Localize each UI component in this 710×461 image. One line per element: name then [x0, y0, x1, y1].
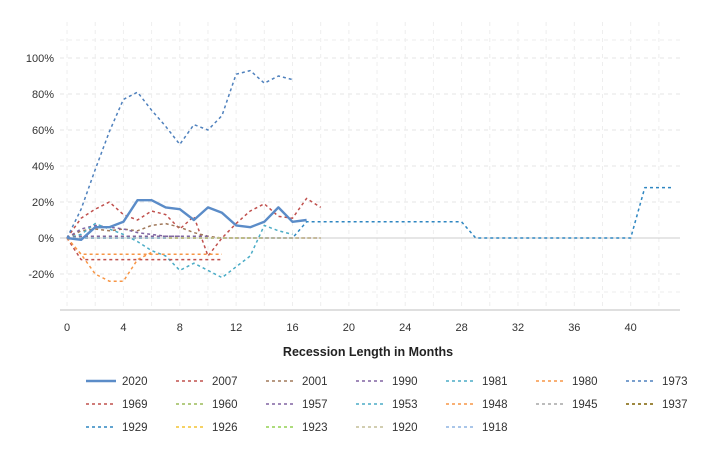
legend-item: 2001 [266, 376, 328, 388]
legend-item: 1953 [356, 399, 418, 411]
legend-label: 1960 [212, 399, 238, 411]
legend-label: 1926 [212, 422, 238, 434]
legend-label: 1923 [302, 422, 328, 434]
series-lines [66, 69, 673, 282]
legend-item: 1945 [536, 399, 598, 411]
x-tick-label: 32 [512, 322, 524, 334]
y-tick-label: 60% [32, 125, 54, 137]
series-line-1969 [66, 237, 222, 261]
legend-item: 1973 [626, 376, 688, 388]
legend-label: 1918 [482, 422, 508, 434]
legend-label: 1957 [302, 399, 328, 411]
x-tick-label: 16 [286, 322, 298, 334]
legend-label: 1990 [392, 376, 418, 388]
legend-label: 2007 [212, 376, 238, 388]
legend-item: 1980 [536, 376, 598, 388]
legend-label: 1969 [122, 399, 148, 411]
legend-label: 1929 [122, 422, 148, 434]
x-tick-label: 24 [399, 322, 411, 334]
x-tick-label: 12 [230, 322, 242, 334]
legend-item: 1920 [356, 422, 418, 434]
series-line-1948 [66, 237, 222, 255]
legend-label: 1973 [662, 376, 688, 388]
x-axis-title: Recession Length in Months [283, 345, 453, 359]
x-tick-label: 4 [120, 322, 126, 334]
legend-item: 1923 [266, 422, 328, 434]
legend-label: 1980 [572, 376, 598, 388]
legend-label: 1953 [392, 399, 418, 411]
legend-item: 1937 [626, 399, 688, 411]
legend-item: 1957 [266, 399, 328, 411]
y-tick-label: 40% [32, 161, 54, 173]
legend-item: 1948 [446, 399, 508, 411]
legend-label: 1920 [392, 422, 418, 434]
series-line-2007 [66, 197, 322, 257]
x-tick-label: 8 [177, 322, 183, 334]
axes: -20% 0% 20% 40% 60% 80% 100% 0 4 8 12 16 20 24 28 32 36 4… [26, 53, 680, 334]
x-tick-label: 40 [625, 322, 637, 334]
legend-item: 1926 [176, 422, 238, 434]
legend-label: 1948 [482, 399, 508, 411]
x-tick-label: 20 [343, 322, 355, 334]
legend-label: 2001 [302, 376, 328, 388]
legend-item: 2007 [176, 376, 238, 388]
legend: 2020 2007 2001 1990 1981 1980 1973 1969 1960 1957… [86, 376, 688, 434]
y-tick-label: 100% [26, 53, 54, 65]
legend-label: 2020 [122, 376, 148, 388]
series-line-1980 [66, 237, 152, 282]
y-tick-label: -20% [28, 269, 54, 281]
x-tick-label: 0 [64, 322, 70, 334]
legend-item: 1929 [86, 422, 148, 434]
x-tick-label: 36 [568, 322, 580, 334]
legend-item: 1990 [356, 376, 418, 388]
x-tick-label: 28 [455, 322, 467, 334]
y-tick-label: 80% [32, 89, 54, 101]
legend-label: 1937 [662, 399, 688, 411]
y-tick-label: 0% [38, 233, 54, 245]
legend-label: 1981 [482, 376, 508, 388]
legend-label: 1945 [572, 399, 598, 411]
series-line-1990 [66, 224, 180, 239]
legend-item: 1960 [176, 399, 238, 411]
grid [60, 22, 680, 310]
series-line-2020 [66, 198, 307, 242]
legend-item: 1918 [446, 422, 508, 434]
legend-item: 1969 [86, 399, 148, 411]
legend-item: 1981 [446, 376, 508, 388]
legend-item: 2020 [86, 376, 148, 388]
y-tick-label: 20% [32, 197, 54, 209]
series-line-1973 [66, 69, 293, 239]
series-line-1929 [67, 186, 673, 239]
